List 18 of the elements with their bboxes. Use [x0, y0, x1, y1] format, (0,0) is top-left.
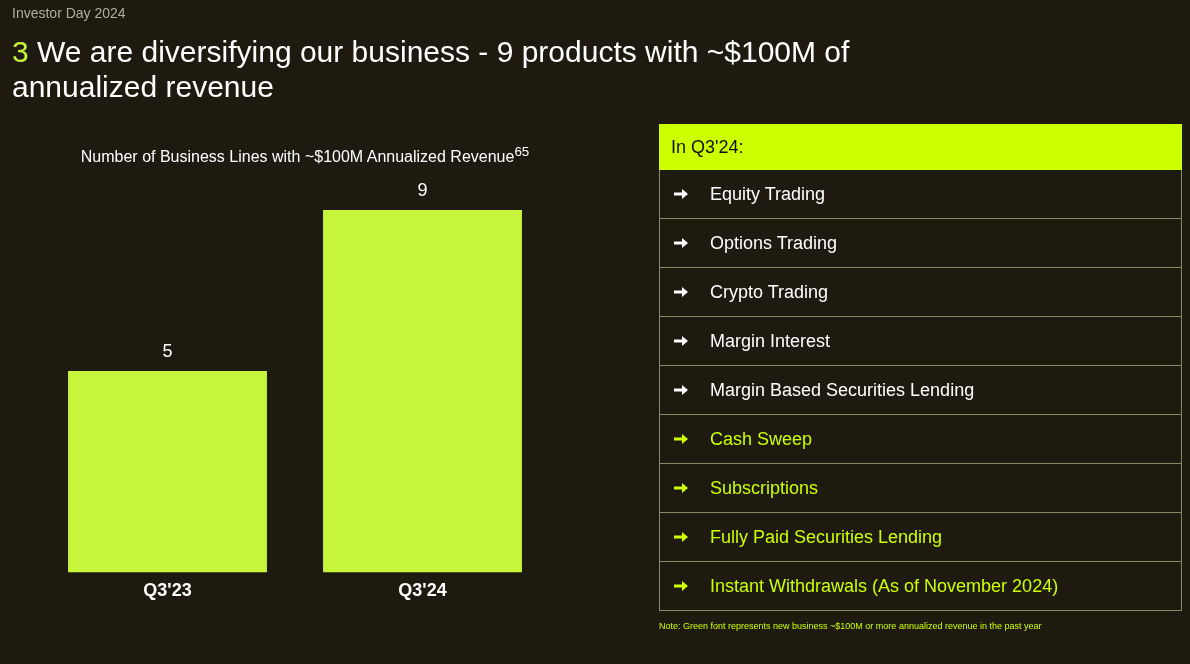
- category-label: Fully Paid Securities Lending: [710, 526, 943, 549]
- x-tick-label: Q3'23: [143, 580, 192, 601]
- category-label: Equity Trading: [710, 183, 826, 206]
- category-label: Options Trading: [710, 232, 838, 255]
- category-label: Subscriptions: [710, 477, 819, 500]
- x-tick-label: Q3'24: [398, 580, 447, 601]
- text: Note: Green font represents new business ~$100M or more annualized revenue in the past year: [659, 621, 1043, 631]
- data-label: 5: [162, 341, 173, 362]
- category-label: Crypto Trading: [710, 281, 829, 304]
- chart-subtitle: Number of Business Lines with ~$100M Annualized Revenue$^{65}$: [79, 144, 531, 167]
- category-label: Instant Withdrawals (As of November 2024): [710, 575, 1059, 598]
- text: In Q3'24:: [659, 124, 1182, 170]
- category-label: Margin Interest: [710, 330, 831, 353]
- text: Investor Day 2024: [12, 5, 126, 21]
- chart-title: 3 We are diversifying our business - 9 products with ~$100M of annualized revenue: [12, 34, 851, 104]
- category-label: Margin Based Securities Lending: [710, 379, 975, 402]
- category-label: Cash Sweep: [710, 428, 813, 451]
- data-label: 9: [417, 179, 428, 200]
